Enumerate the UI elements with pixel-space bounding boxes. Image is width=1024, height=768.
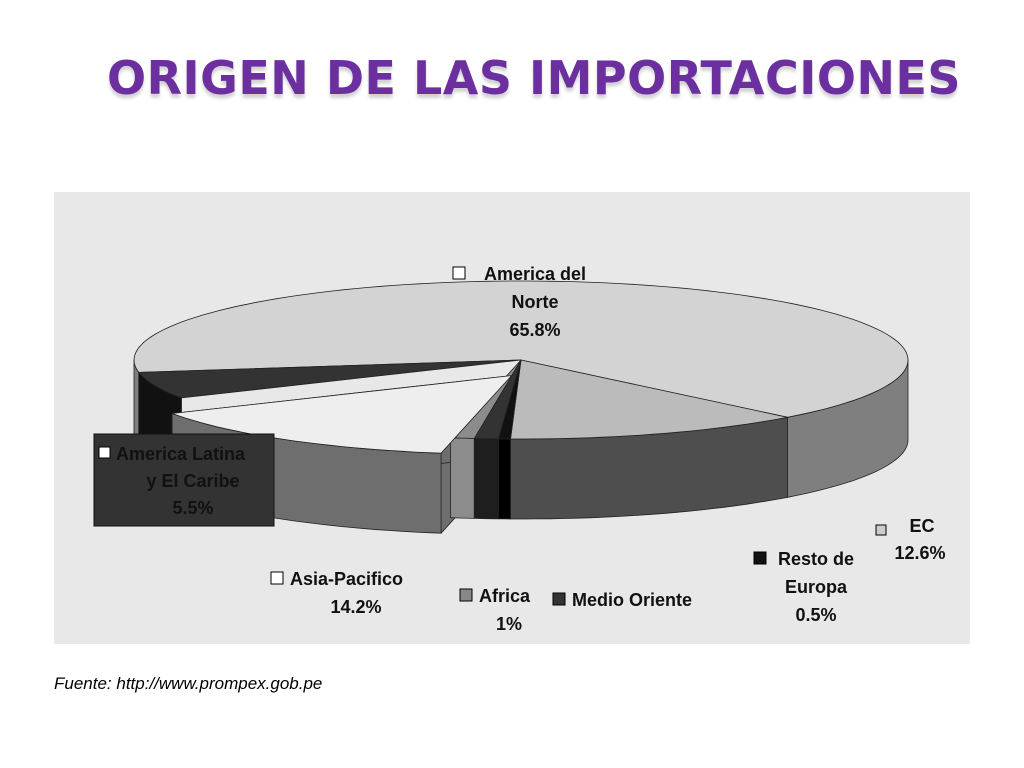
label-value: 12.6% [894,543,945,563]
source-note: Fuente: http://www.prompex.gob.pe [54,674,323,693]
label-name-line1: America Latina [116,444,246,464]
legend-key-asia-pacifico [270,571,284,585]
data-label-america-del-norte: America del Norte 65.8% [452,264,586,340]
label-value: 5.5% [172,498,213,518]
data-label-medio-oriente: Medio Oriente [552,590,692,610]
pie-side-africa [450,437,475,519]
data-label-ec: EC 12.6% [875,516,946,563]
pie-chart: America del Norte 65.8% EC 12.6% Resto d… [54,192,970,644]
label-value: 0.5% [795,605,836,625]
label-name-line2: Europa [785,577,848,597]
data-label-africa: Africa 1% [459,586,531,634]
label-name: Medio Oriente [572,590,692,610]
legend-key-america-latina [98,446,111,459]
legend-key-resto-de-europa [753,551,767,565]
pie-side-resto-de-europa [497,438,511,520]
label-name: Asia-Pacifico [290,569,403,589]
legend-key-medio-oriente [552,592,566,606]
label-name: EC [909,516,934,536]
data-label-resto-de-europa: Resto de Europa 0.5% [753,549,854,625]
pie-side-medio-oriente [473,437,499,520]
label-box-america-latina [93,433,275,527]
slide-title: ORIGEN DE LAS IMPORTACIONES [106,51,961,105]
legend-key-ec [875,524,887,536]
data-label-asia-pacifico: Asia-Pacifico 14.2% [270,569,403,617]
pie-slice-america-latina-y-el-caribe [138,359,522,399]
label-name-line1: America del [484,264,586,284]
label-value: 65.8% [509,320,560,340]
label-name-line1: Resto de [778,549,854,569]
pie-slice-ec [510,359,788,440]
legend-key-america-del-norte [452,266,466,280]
label-name: Africa [479,586,531,606]
label-value: 14.2% [330,597,381,617]
label-name-line2: Norte [511,292,558,312]
label-name-line2: y El Caribe [146,471,239,491]
pie-slice-america-del-norte [133,280,909,418]
legend-key-africa [459,588,473,602]
data-label-america-latina: America Latina y El Caribe 5.5% [98,444,246,518]
chart-panel: America del Norte 65.8% EC 12.6% Resto d… [54,192,970,644]
label-value: 1% [496,614,522,634]
